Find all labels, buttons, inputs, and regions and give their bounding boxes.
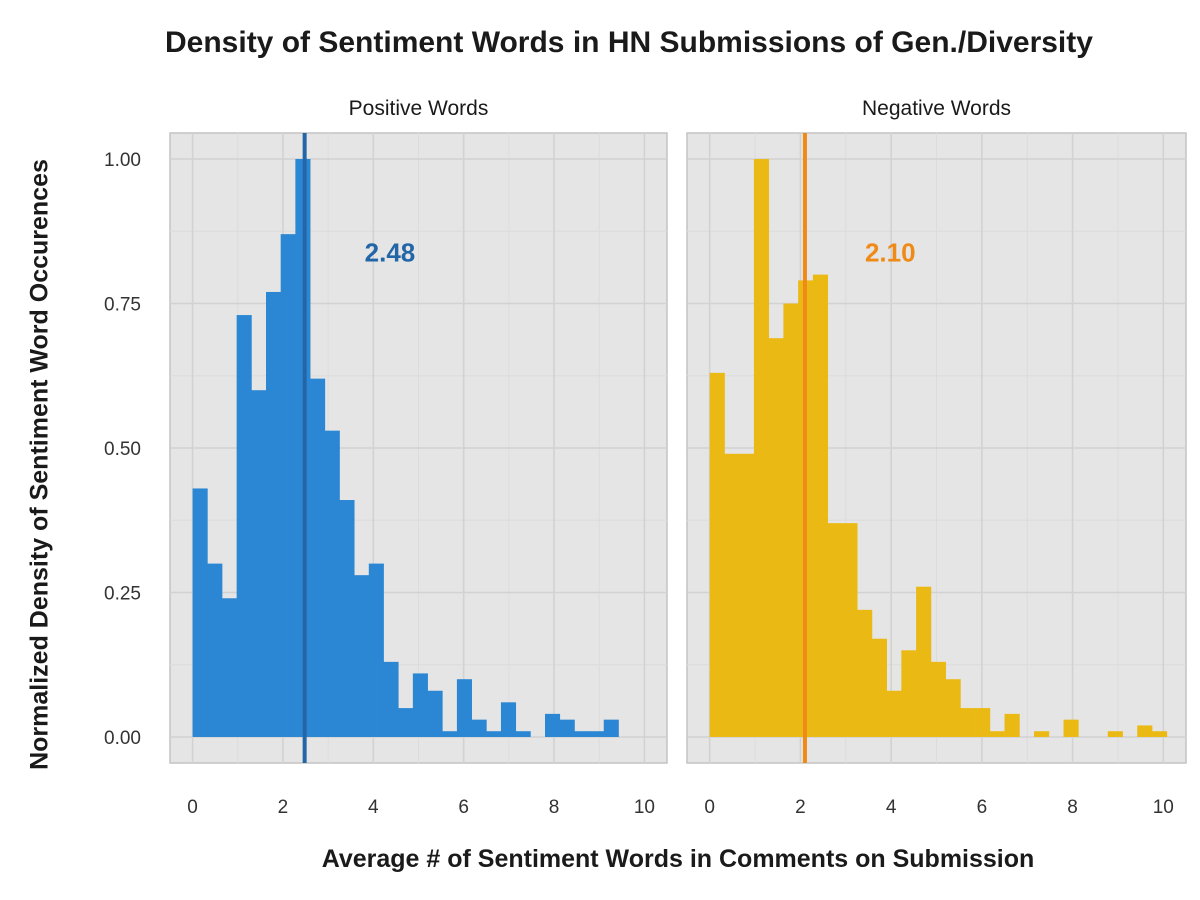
x-tick-label: 4 — [368, 797, 379, 818]
histogram-bar — [827, 523, 843, 737]
histogram-bar — [442, 731, 458, 737]
panel-negative: 2.10 Negative Words 0 2 4 6 8 10 — [686, 97, 1187, 818]
y-tick-label: 0.50 — [104, 439, 141, 460]
histogram-bar — [266, 291, 282, 737]
histogram-bar — [324, 430, 340, 737]
histogram-bar — [709, 372, 725, 737]
histogram-bar — [310, 378, 326, 737]
histogram-bar — [1137, 725, 1153, 737]
histogram-bar — [354, 575, 370, 737]
x-tick-label: 6 — [977, 797, 988, 818]
histogram-bar — [486, 731, 502, 737]
y-tick-label: 0.25 — [104, 583, 141, 604]
histogram-bar — [945, 679, 961, 737]
histogram-bar — [559, 719, 575, 737]
histogram-bar — [724, 453, 740, 737]
histogram-bar — [871, 638, 887, 737]
histogram-bar — [207, 563, 223, 737]
x-tick-label: 2 — [278, 797, 289, 818]
histogram-bar — [500, 702, 517, 737]
panel-positive: 2.48 Positive Words 0 2 4 6 8 10 0.00 0.25 0.50 0.7… — [104, 97, 668, 818]
chart-title: Density of Sentiment Words in HN Submiss… — [165, 26, 1093, 59]
histogram-bar — [975, 708, 991, 737]
y-tick-label: 0.00 — [104, 728, 141, 749]
histogram-bar — [574, 731, 590, 737]
histogram-bar — [236, 315, 252, 737]
histogram-bar — [886, 690, 902, 737]
facet-strip-label: Positive Words — [349, 97, 489, 120]
histogram-bar — [930, 661, 946, 737]
histogram-bar — [383, 661, 399, 737]
histogram-bar — [842, 523, 858, 737]
histogram-bar — [1063, 719, 1079, 737]
histogram-bar — [280, 234, 296, 737]
histogram-bar — [753, 159, 770, 737]
histogram-bar — [412, 673, 428, 737]
histogram-bar — [1107, 731, 1123, 737]
y-tick-label: 1.00 — [104, 150, 141, 171]
y-tick-label: 0.75 — [104, 295, 141, 316]
histogram-bar — [812, 274, 829, 737]
x-tick-label: 0 — [187, 797, 198, 818]
histogram-bar — [603, 719, 619, 737]
histogram-bar — [515, 731, 531, 737]
histogram-bar — [768, 338, 784, 737]
histogram-bar — [857, 609, 873, 737]
x-tick-label: 6 — [458, 797, 469, 818]
histogram-bar — [456, 679, 472, 737]
histogram-bar — [339, 500, 355, 737]
histogram-bar — [783, 303, 799, 737]
histogram-bar — [1034, 731, 1050, 737]
x-tick-label: 10 — [1153, 797, 1174, 818]
histogram-bar — [916, 586, 932, 737]
histogram-bar — [960, 708, 976, 737]
histogram-bar — [589, 731, 605, 737]
mean-label: 2.48 — [365, 237, 416, 267]
x-tick-label: 4 — [886, 797, 897, 818]
histogram-bar — [251, 390, 267, 737]
histogram-bar — [901, 650, 917, 737]
x-tick-label: 10 — [634, 797, 655, 818]
histogram-bar — [471, 719, 487, 737]
histogram-bar — [221, 598, 238, 737]
mean-label: 2.10 — [865, 237, 916, 267]
histogram-bar — [192, 488, 208, 737]
histogram-bar — [1151, 731, 1168, 737]
histogram-bar — [739, 453, 755, 737]
facet-strip-label: Negative Words — [862, 97, 1011, 120]
x-tick-label: 2 — [795, 797, 806, 818]
x-tick-label: 8 — [1067, 797, 1078, 818]
x-tick-label: 0 — [704, 797, 715, 818]
histogram-bar — [989, 731, 1005, 737]
x-axis-title: Average # of Sentiment Words in Comments… — [321, 845, 1035, 873]
histogram-bar — [427, 690, 443, 737]
histogram-bar — [398, 708, 414, 737]
histogram-bar — [545, 713, 561, 737]
histogram-bar — [368, 563, 384, 737]
histogram-bar — [1004, 713, 1020, 737]
x-tick-label: 8 — [549, 797, 560, 818]
